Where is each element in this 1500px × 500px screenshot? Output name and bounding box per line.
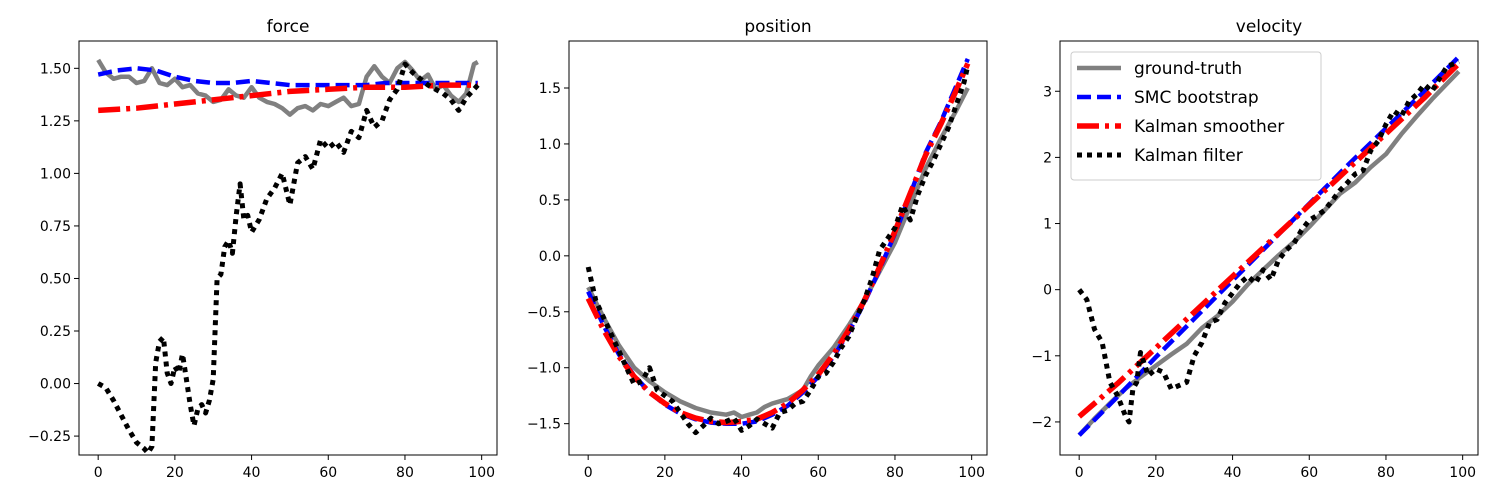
axes-frame (1059, 40, 1479, 456)
y-tick-label: −0.5 (527, 305, 561, 321)
legend-label-kf: Kalman filter (1134, 146, 1243, 166)
y-tick-label: 0.50 (40, 271, 71, 287)
y-tick-label: 0.0 (539, 249, 561, 265)
y-tick-label: 3 (1043, 84, 1052, 100)
x-tick-label: 40 (1224, 465, 1242, 481)
x-tick-label: 0 (584, 465, 593, 481)
series-line-ks (98, 82, 478, 114)
x-tick-label: 80 (1377, 465, 1395, 481)
y-tick-label: 1.00 (40, 166, 71, 182)
panel-title: position (744, 17, 811, 37)
x-tick-label: 100 (958, 465, 985, 481)
x-tick-label: 60 (319, 465, 337, 481)
series-line-smc (586, 58, 970, 426)
x-tick-label: 20 (656, 465, 674, 481)
y-tick-label: 2 (1043, 150, 1052, 166)
x-tick-label: 100 (1449, 465, 1476, 481)
x-tick-label: 20 (1147, 465, 1165, 481)
y-tick-label: 1.0 (539, 137, 561, 153)
y-tick-label: −2 (1031, 415, 1052, 431)
x-tick-label: 60 (809, 465, 827, 481)
series-line-kf (1077, 59, 1460, 425)
x-tick-label: 0 (1075, 465, 1084, 481)
legend-label-smc: SMC bootstrap (1134, 88, 1259, 108)
series-line-gt (1077, 69, 1461, 437)
panel-title: velocity (1236, 17, 1302, 37)
legend-label-ks: Kalman smoother (1134, 117, 1284, 137)
y-tick-label: 1.25 (40, 114, 71, 130)
y-tick-label: −1 (1031, 349, 1052, 365)
y-tick-label: 1.5 (539, 81, 561, 97)
x-tick-label: 100 (468, 465, 495, 481)
x-tick-label: 20 (166, 465, 184, 481)
x-tick-label: 60 (1300, 465, 1318, 481)
y-tick-label: 0.00 (40, 377, 71, 393)
y-tick-label: 0.75 (40, 219, 71, 235)
y-tick-label: 1 (1043, 217, 1052, 233)
series-line-ks (585, 62, 971, 426)
x-tick-label: 80 (886, 465, 904, 481)
y-tick-label: 0.25 (40, 324, 71, 340)
legend: ground-truth SMC bootstrap Kalman smoother… (1070, 51, 1322, 181)
panel-position: 0 20 40 60 80 100 −1.5 −1.0 −0.5 0.0 0.5 1.0 1.5 posi… (527, 17, 988, 481)
x-tick-label: 0 (94, 465, 103, 481)
legend-label-gt: ground-truth (1134, 59, 1242, 79)
series-line-gt (96, 58, 479, 117)
series-line-smc (97, 66, 478, 88)
panel-force: 0 20 40 60 80 100 −0.25 0.00 0.25 0.50 0.75 1.00 1.2… (28, 17, 498, 481)
legend-box (1070, 51, 1322, 181)
y-tick-label: 1.50 (40, 61, 71, 77)
axes-frame (78, 40, 498, 456)
panel-velocity: 0 20 40 60 80 100 −2 −1 0 1 2 3 velocity ground-truth… (1031, 17, 1479, 481)
x-tick-label: 40 (733, 465, 751, 481)
y-tick-label: −1.0 (527, 361, 561, 377)
x-tick-label: 40 (243, 465, 261, 481)
series-line-gt (586, 86, 970, 420)
x-tick-label: 80 (396, 465, 414, 481)
y-tick-label: −1.5 (527, 417, 561, 433)
y-tick-label: 0.5 (539, 193, 561, 209)
panel-title: force (267, 17, 310, 37)
y-tick-label: 0 (1043, 283, 1052, 299)
axes-frame (568, 40, 988, 456)
series-line-kf (96, 61, 480, 456)
y-tick-label: −0.25 (28, 429, 71, 445)
